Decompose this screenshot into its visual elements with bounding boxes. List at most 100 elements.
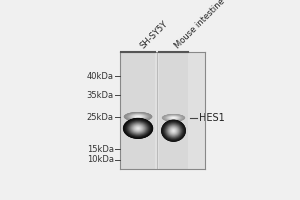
Ellipse shape: [130, 123, 146, 134]
Ellipse shape: [171, 117, 176, 119]
Ellipse shape: [164, 122, 184, 140]
Ellipse shape: [163, 121, 184, 141]
Ellipse shape: [124, 112, 152, 121]
Ellipse shape: [168, 126, 179, 136]
Ellipse shape: [129, 114, 147, 120]
Ellipse shape: [134, 126, 142, 131]
Ellipse shape: [173, 130, 174, 131]
Bar: [159, 52, 188, 169]
Ellipse shape: [161, 120, 186, 142]
Ellipse shape: [166, 124, 181, 137]
Ellipse shape: [132, 124, 144, 133]
Ellipse shape: [134, 116, 142, 118]
Ellipse shape: [168, 116, 178, 119]
Ellipse shape: [132, 115, 144, 119]
Ellipse shape: [133, 125, 144, 132]
Ellipse shape: [162, 121, 185, 141]
Ellipse shape: [165, 115, 182, 120]
Ellipse shape: [125, 113, 151, 121]
Ellipse shape: [164, 122, 183, 139]
Ellipse shape: [164, 123, 183, 139]
Ellipse shape: [168, 116, 179, 120]
Ellipse shape: [163, 114, 184, 121]
Ellipse shape: [134, 115, 142, 118]
Ellipse shape: [132, 115, 144, 119]
Ellipse shape: [169, 116, 178, 119]
Text: 40kDa: 40kDa: [87, 72, 114, 81]
Ellipse shape: [163, 115, 184, 121]
Text: Mouse intestine: Mouse intestine: [173, 0, 227, 50]
Ellipse shape: [127, 113, 149, 120]
Ellipse shape: [164, 115, 183, 121]
Ellipse shape: [170, 127, 177, 134]
Ellipse shape: [163, 122, 184, 140]
Ellipse shape: [128, 121, 149, 136]
Ellipse shape: [170, 117, 177, 119]
Ellipse shape: [165, 123, 182, 138]
Ellipse shape: [172, 117, 175, 118]
Ellipse shape: [165, 115, 182, 121]
Ellipse shape: [130, 114, 146, 119]
Ellipse shape: [172, 130, 175, 132]
Ellipse shape: [167, 125, 180, 137]
Ellipse shape: [167, 125, 180, 136]
Ellipse shape: [172, 117, 175, 118]
Ellipse shape: [130, 122, 147, 134]
Ellipse shape: [169, 116, 178, 119]
Ellipse shape: [169, 116, 178, 119]
Ellipse shape: [166, 115, 182, 120]
Ellipse shape: [128, 121, 148, 135]
Ellipse shape: [171, 128, 176, 133]
Ellipse shape: [131, 114, 146, 119]
Ellipse shape: [171, 117, 176, 119]
Ellipse shape: [133, 115, 143, 118]
Ellipse shape: [161, 120, 186, 142]
Ellipse shape: [173, 130, 174, 131]
Ellipse shape: [127, 121, 149, 136]
Ellipse shape: [124, 112, 152, 121]
Ellipse shape: [137, 128, 139, 129]
Ellipse shape: [126, 120, 150, 137]
Ellipse shape: [124, 119, 152, 138]
Ellipse shape: [128, 121, 148, 136]
Ellipse shape: [130, 123, 146, 134]
Ellipse shape: [128, 113, 148, 120]
Ellipse shape: [136, 127, 140, 130]
Ellipse shape: [167, 116, 180, 120]
Ellipse shape: [125, 112, 151, 121]
Ellipse shape: [127, 113, 149, 120]
Ellipse shape: [133, 115, 143, 118]
Ellipse shape: [133, 115, 143, 118]
Ellipse shape: [166, 124, 182, 138]
Text: 35kDa: 35kDa: [87, 91, 114, 100]
Ellipse shape: [162, 120, 185, 141]
Ellipse shape: [169, 127, 178, 135]
Ellipse shape: [131, 114, 145, 119]
Ellipse shape: [164, 115, 183, 121]
Ellipse shape: [164, 115, 183, 121]
Ellipse shape: [133, 125, 143, 132]
Ellipse shape: [173, 130, 174, 131]
Ellipse shape: [123, 118, 153, 139]
Ellipse shape: [126, 113, 150, 121]
Ellipse shape: [135, 116, 141, 118]
Ellipse shape: [169, 117, 177, 119]
Ellipse shape: [134, 126, 142, 131]
Ellipse shape: [134, 125, 142, 132]
Ellipse shape: [132, 124, 144, 133]
Ellipse shape: [135, 116, 141, 118]
Ellipse shape: [164, 115, 182, 121]
Ellipse shape: [172, 129, 175, 132]
Ellipse shape: [136, 116, 140, 117]
Ellipse shape: [137, 128, 139, 129]
Ellipse shape: [172, 129, 175, 132]
Ellipse shape: [167, 125, 180, 136]
Ellipse shape: [164, 122, 183, 139]
Text: HES1: HES1: [199, 113, 224, 123]
Ellipse shape: [137, 116, 139, 117]
Ellipse shape: [136, 116, 140, 117]
Ellipse shape: [128, 113, 148, 120]
Ellipse shape: [171, 129, 176, 133]
Ellipse shape: [133, 125, 143, 132]
Ellipse shape: [172, 129, 176, 132]
